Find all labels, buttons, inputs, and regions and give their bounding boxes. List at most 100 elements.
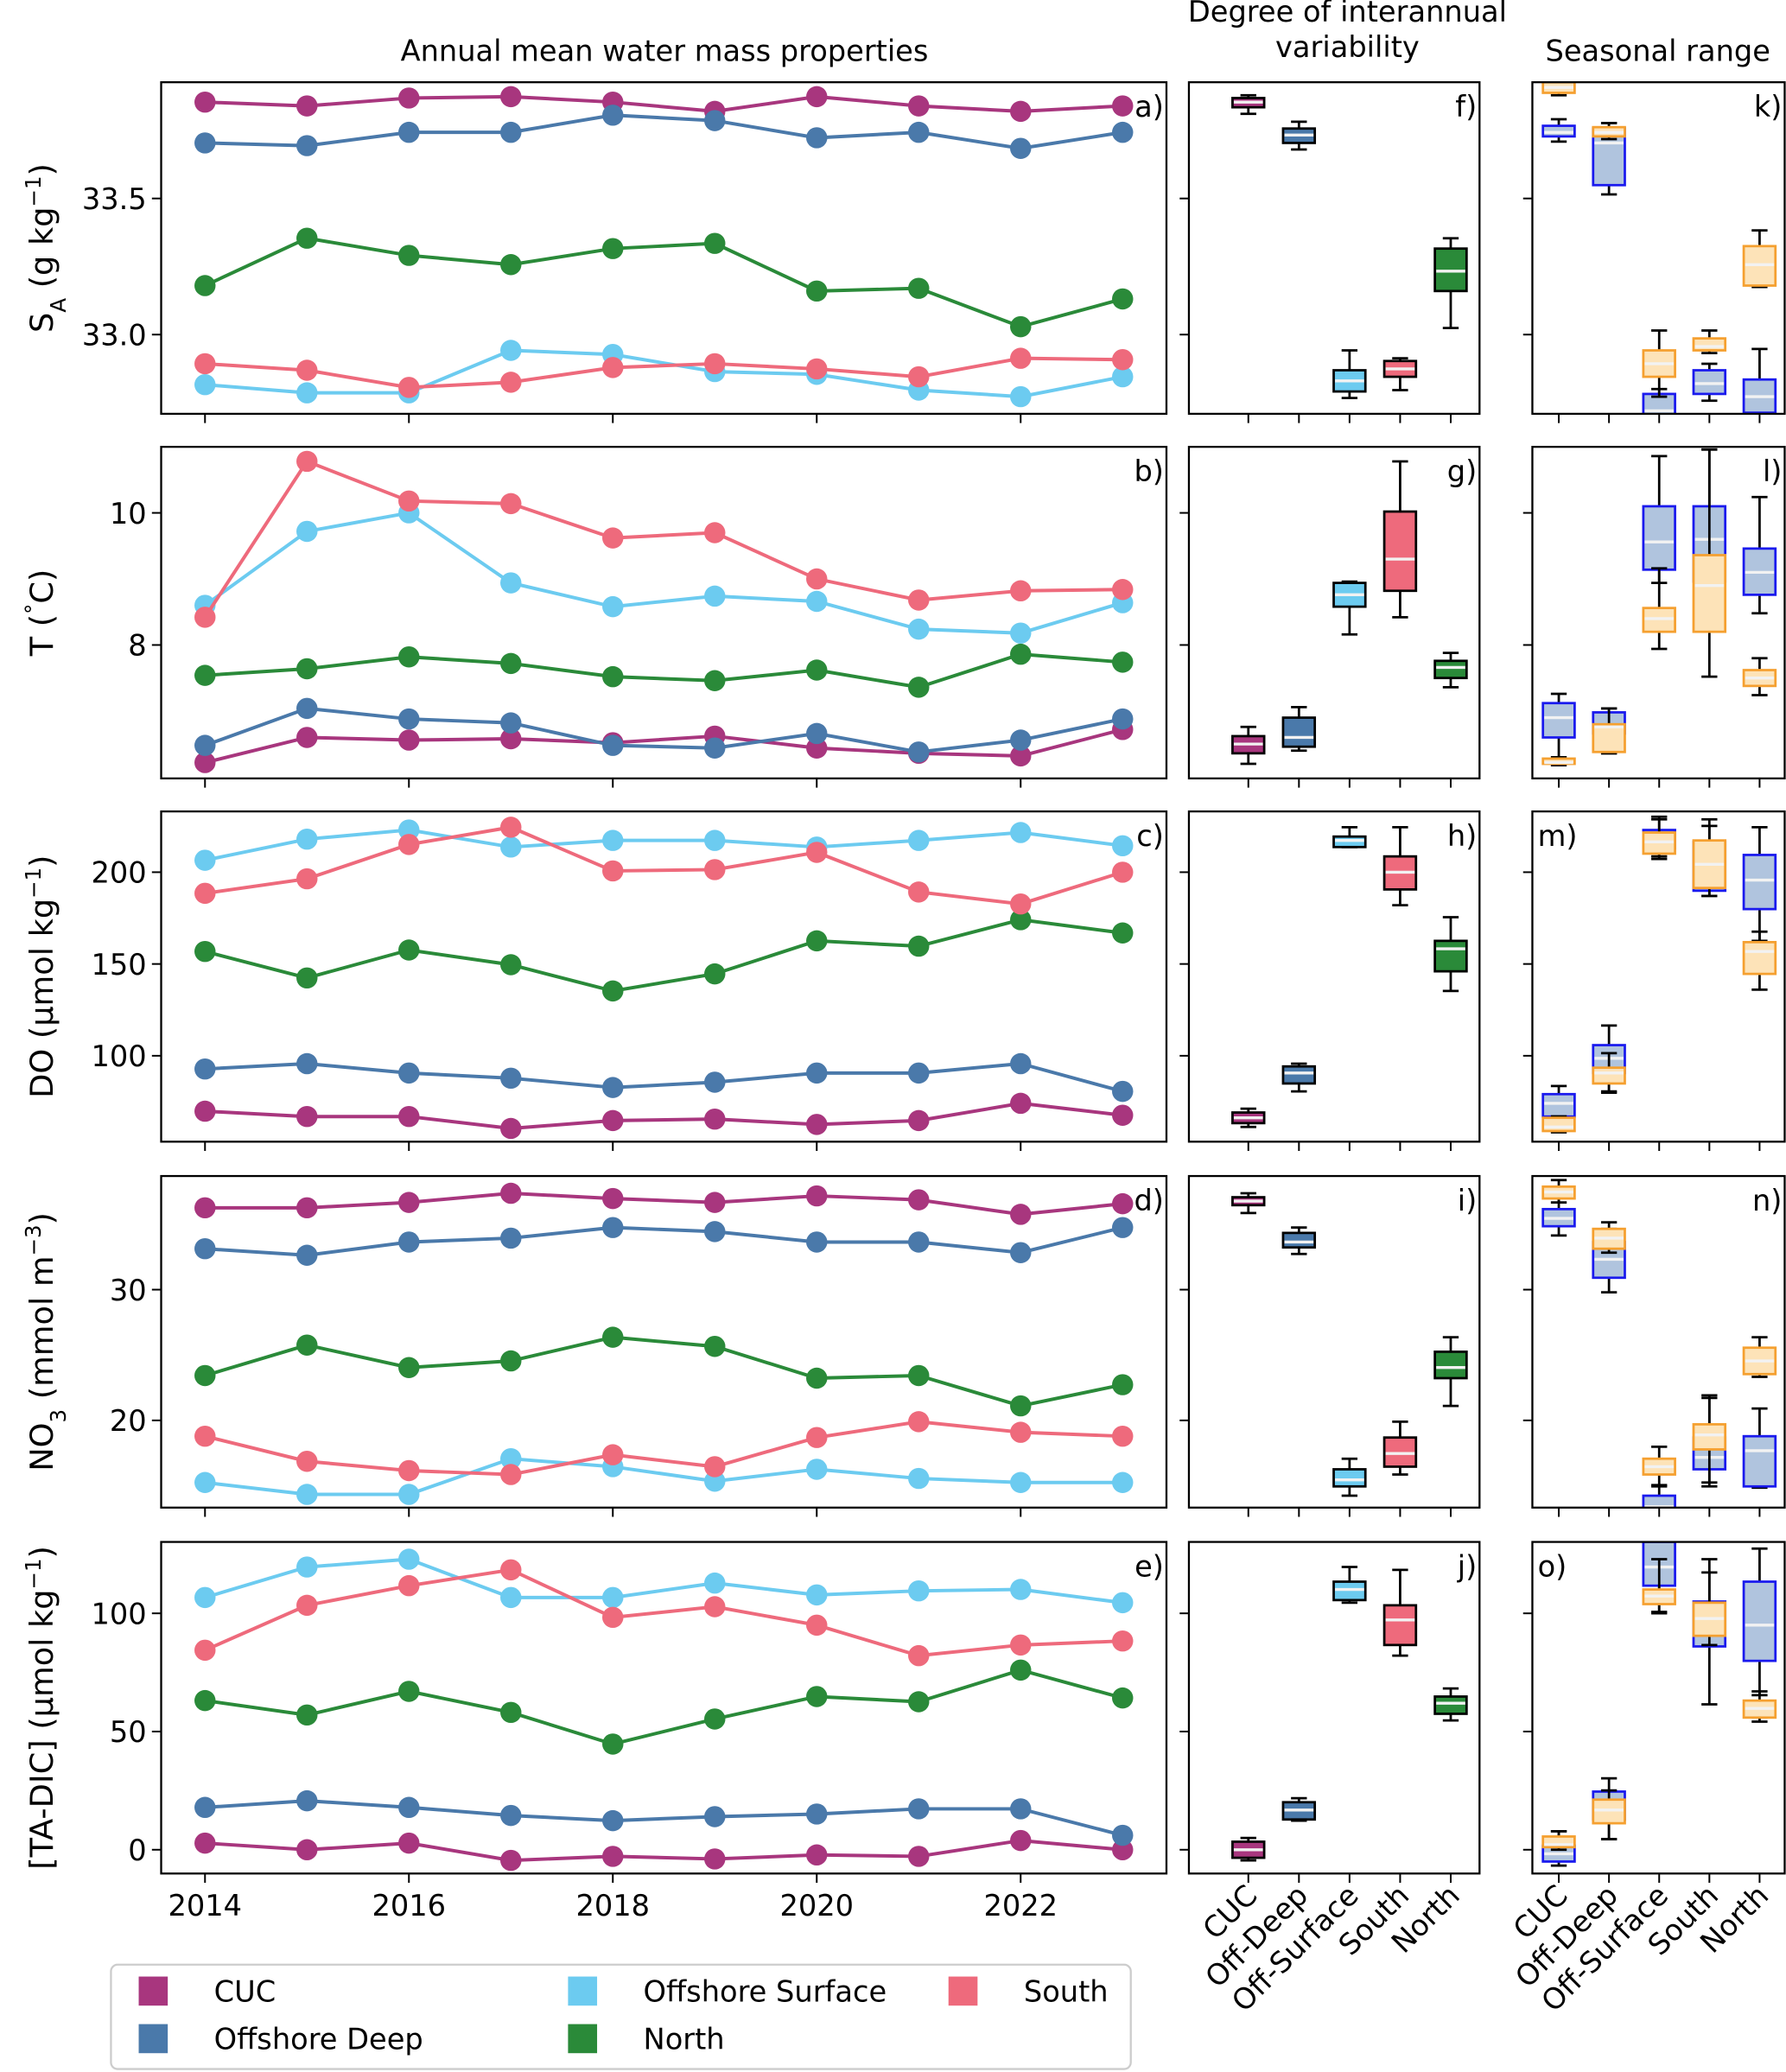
data-point xyxy=(296,967,318,989)
boxes xyxy=(1231,1566,1468,1862)
data-point xyxy=(500,1117,522,1140)
box xyxy=(1592,722,1626,753)
boxes xyxy=(1541,1179,1777,1508)
data-point xyxy=(806,1686,828,1707)
data-point xyxy=(296,658,318,680)
data-point xyxy=(908,1231,930,1253)
data-point xyxy=(296,1197,318,1219)
boxes xyxy=(1231,1192,1468,1497)
data-point xyxy=(908,881,930,903)
data-point xyxy=(1010,909,1032,931)
data-point xyxy=(1112,365,1134,388)
data-point xyxy=(602,1326,624,1348)
y-axis-label-part: A xyxy=(46,298,71,313)
y-tick-label: 33.0 xyxy=(82,318,147,352)
data-point xyxy=(806,127,828,149)
data-point xyxy=(500,712,522,734)
data-point xyxy=(1010,137,1032,159)
data-point xyxy=(704,1806,726,1827)
data-point xyxy=(704,1456,726,1478)
data-point xyxy=(1112,922,1134,944)
data-point xyxy=(704,1848,726,1870)
axes-frame xyxy=(160,445,1168,780)
axes-frame xyxy=(160,1541,1168,1875)
series-line xyxy=(205,94,1123,113)
data-point xyxy=(1112,1192,1134,1215)
data-point xyxy=(398,121,420,143)
data-point xyxy=(602,1077,624,1098)
data-point xyxy=(398,87,420,109)
data-point xyxy=(296,1839,318,1860)
data-point xyxy=(806,86,828,108)
data-point xyxy=(908,935,930,957)
data-point xyxy=(398,377,420,398)
data-point xyxy=(602,1217,624,1238)
data-point xyxy=(398,1796,420,1819)
data-point xyxy=(1112,1217,1134,1238)
y-axis-label-part: ) xyxy=(23,163,60,175)
y-axis-label-part: S xyxy=(23,313,60,333)
data-point xyxy=(704,1221,726,1243)
data-point xyxy=(806,1584,828,1606)
y-axis-label: [TA-DIC] (μmol kg−1) xyxy=(21,1546,61,1870)
data-point xyxy=(908,1644,930,1667)
data-point xyxy=(806,358,828,380)
box xyxy=(1281,716,1317,748)
y-axis-label-part: ) xyxy=(23,855,60,867)
y-tick-label: 8 xyxy=(128,629,146,663)
panel-letter: e) xyxy=(1135,1549,1164,1583)
series-line xyxy=(205,652,1123,690)
data-point xyxy=(194,1237,216,1260)
data-point xyxy=(398,490,420,512)
data-point xyxy=(500,1227,522,1249)
x-tick-label: 2014 xyxy=(168,1889,242,1923)
legend-frame xyxy=(110,1963,1132,2070)
data-point xyxy=(806,1231,828,1253)
data-point xyxy=(1010,1421,1032,1443)
data-point xyxy=(194,1586,216,1609)
box xyxy=(1433,939,1468,973)
data-point xyxy=(806,659,828,681)
series-line xyxy=(204,1668,1123,1746)
data-point xyxy=(1112,835,1134,857)
data-point xyxy=(908,365,930,388)
data-point xyxy=(1112,348,1134,371)
series-line xyxy=(205,1839,1123,1863)
panel-letter: d) xyxy=(1134,1184,1163,1217)
data-point xyxy=(1010,643,1032,665)
panel-letter: f) xyxy=(1455,90,1477,124)
data-point xyxy=(194,849,216,871)
box xyxy=(1382,1604,1418,1647)
data-point xyxy=(500,1464,522,1485)
data-point xyxy=(806,1185,828,1207)
data-point xyxy=(704,353,726,375)
data-point xyxy=(194,132,216,154)
series-line xyxy=(205,1101,1123,1131)
data-point xyxy=(704,1071,726,1093)
data-point xyxy=(602,829,624,851)
data-point xyxy=(194,734,216,756)
data-point xyxy=(704,1108,726,1130)
legend-swatch xyxy=(568,1976,598,2006)
box xyxy=(1541,1092,1576,1118)
data-point xyxy=(500,1447,522,1470)
data-point xyxy=(1010,1052,1032,1075)
legend-label: North xyxy=(644,2023,725,2056)
data-point xyxy=(1010,1659,1032,1681)
data-point xyxy=(500,836,522,858)
box xyxy=(1692,337,1727,352)
data-point xyxy=(500,493,522,515)
x-tick-label: 2018 xyxy=(575,1889,650,1923)
box xyxy=(1692,1423,1727,1451)
data-point xyxy=(398,1459,420,1482)
box xyxy=(1433,1695,1468,1715)
y-tick-label: 100 xyxy=(92,1039,147,1073)
data-point xyxy=(398,939,420,961)
data-point xyxy=(908,1846,930,1867)
data-point xyxy=(1112,121,1134,143)
legend-swatch xyxy=(138,2024,168,2054)
box xyxy=(1692,554,1727,633)
data-point xyxy=(1010,385,1032,408)
data-point xyxy=(398,1681,420,1702)
data-point xyxy=(1010,893,1032,915)
